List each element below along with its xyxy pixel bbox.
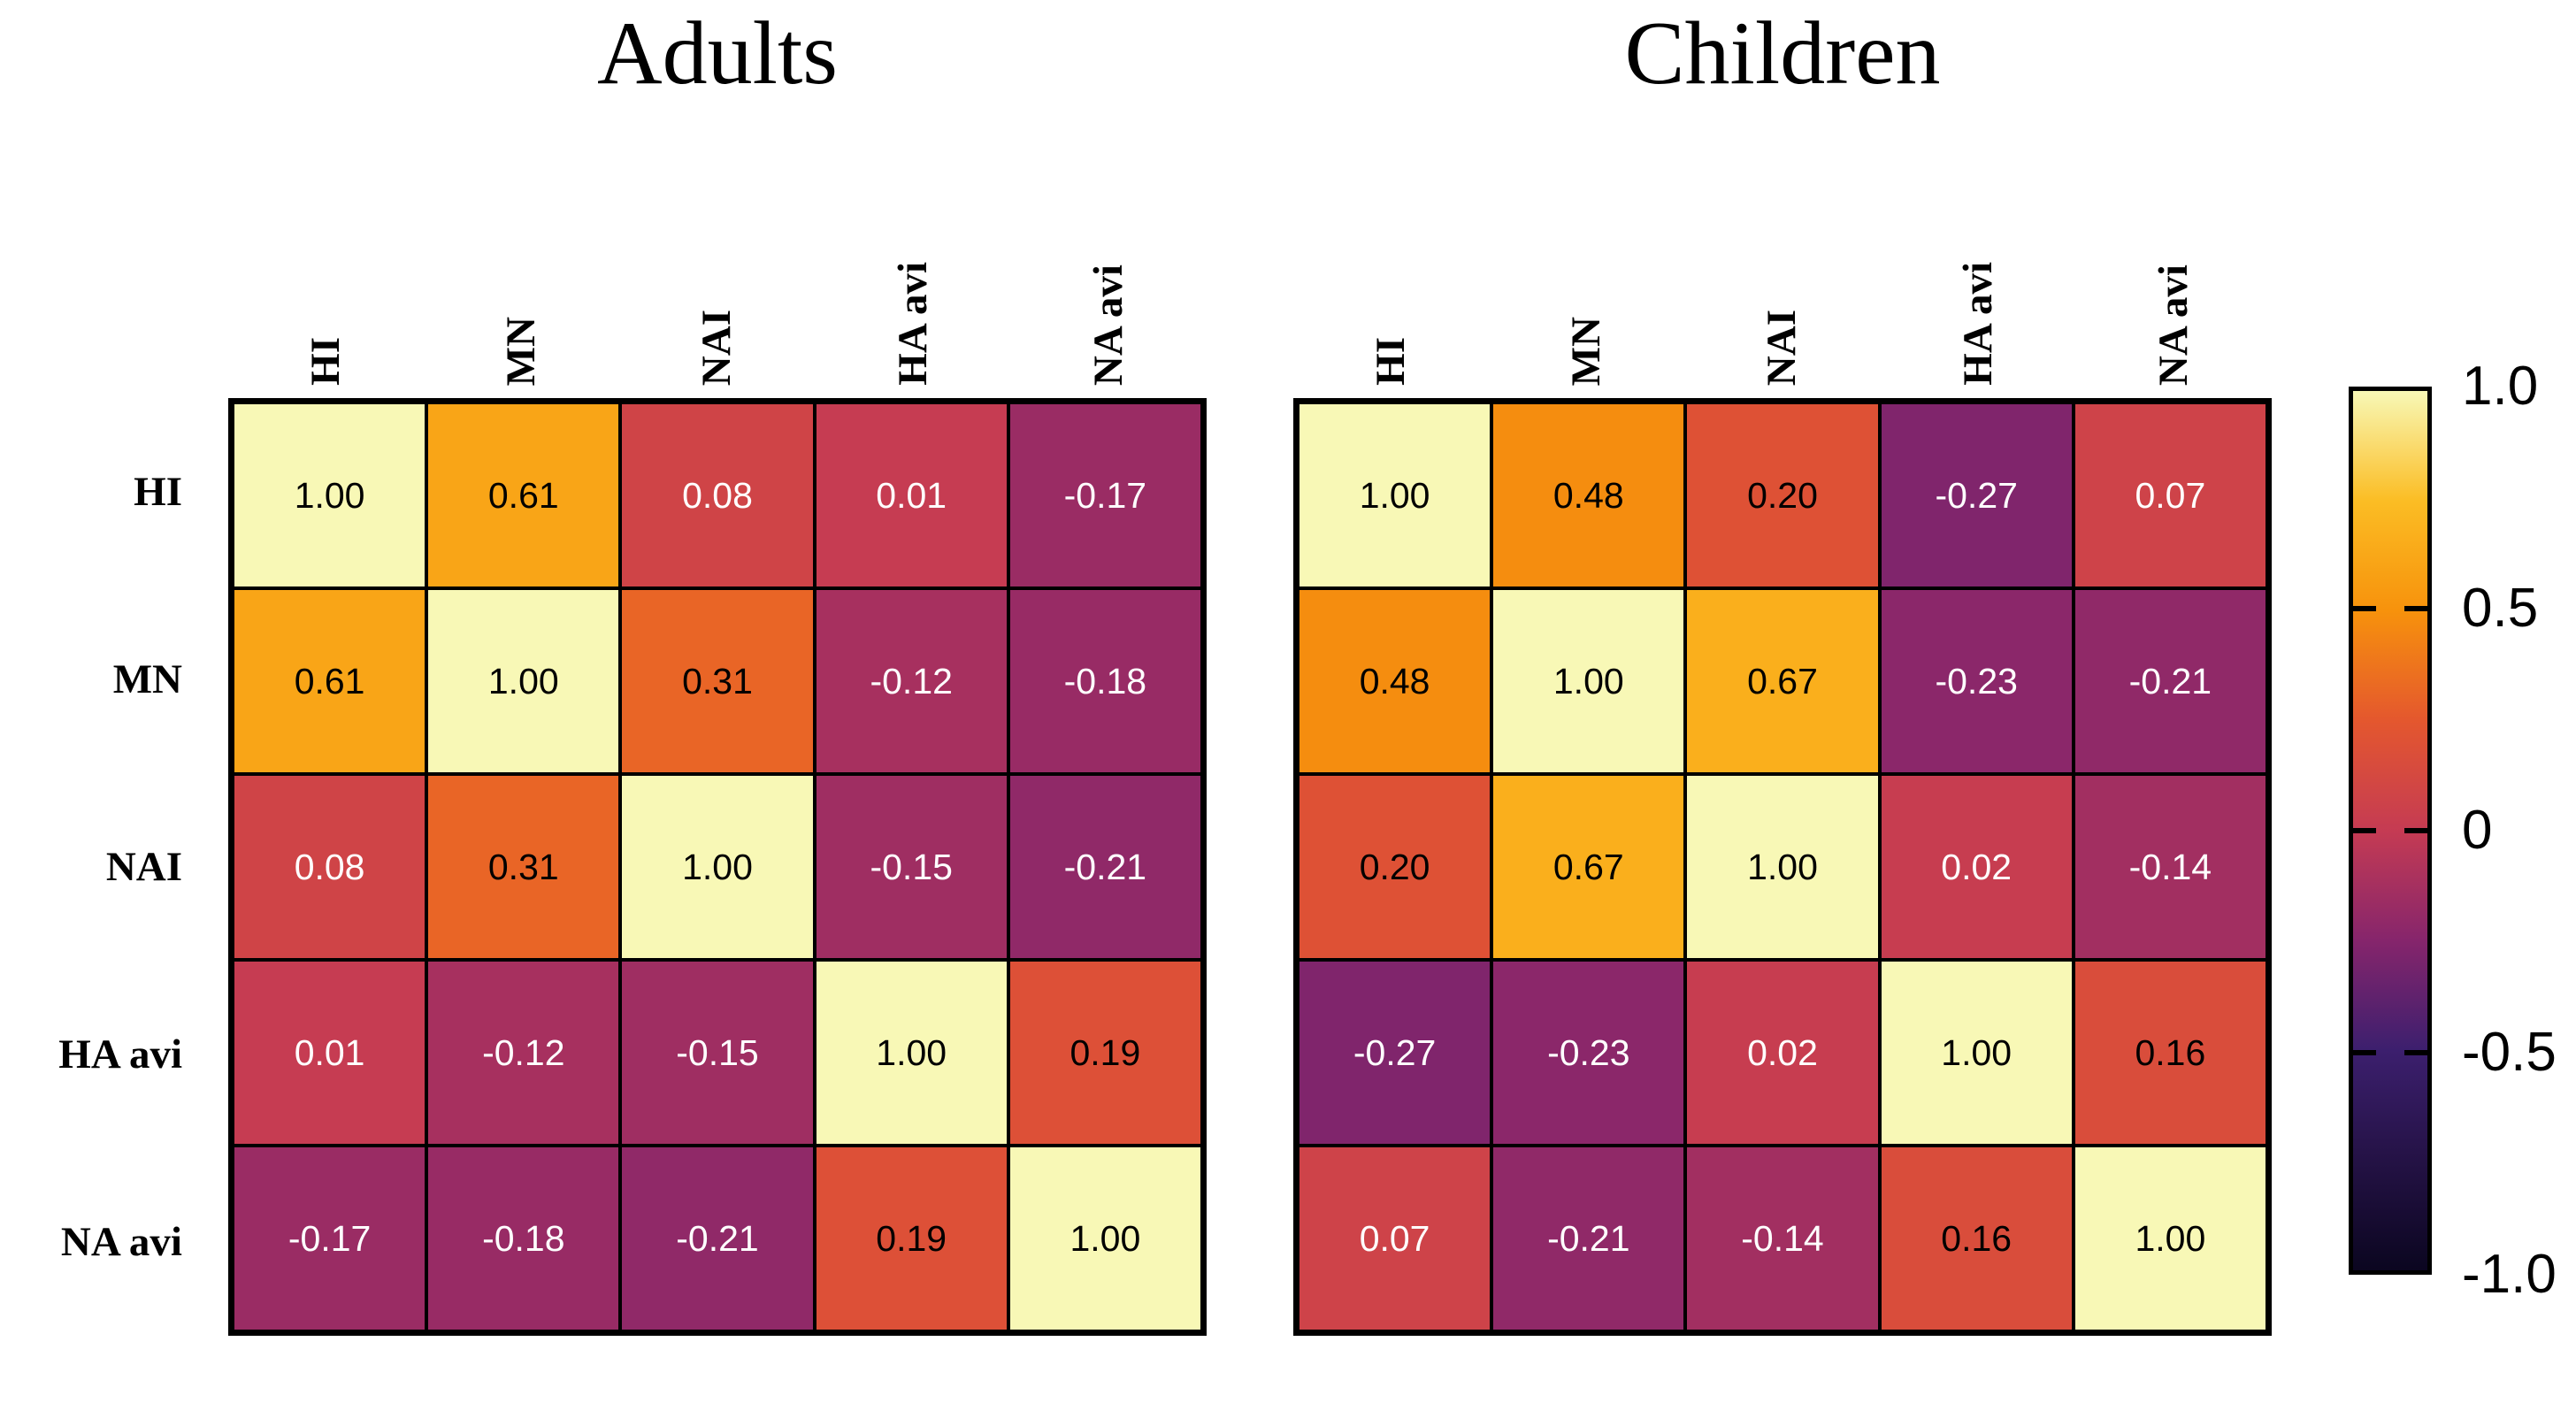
heatmap-cell-children-HI-NAI: 0.20 [1685, 402, 1880, 588]
colorbar-tick-label: 1.0 [2462, 356, 2539, 417]
row-labels: HI MN NAI HA avi NA avi [0, 398, 182, 1336]
heatmap-cell-children-HI-HI: 1.00 [1298, 402, 1492, 588]
colorbar-tick-label: -1.0 [2462, 1244, 2557, 1305]
heatmap-cell-adults-HA avi-HA avi: 1.00 [814, 960, 1008, 1146]
column-label-na-avi: NA avi [1011, 149, 1207, 386]
heatmap-cell-adults-NAI-HI: 0.08 [233, 774, 427, 960]
heatmap-cell-children-HI-MN: 0.48 [1491, 402, 1686, 588]
heatmap-cell-children-NA avi-NA avi: 1.00 [2073, 1146, 2267, 1331]
colorbar-tick-mark [2404, 606, 2427, 611]
heatmap-cell-children-HA avi-NA avi: 0.16 [2073, 960, 2267, 1146]
row-label-mn: MN [112, 656, 182, 702]
column-label-hi: HI [228, 149, 424, 386]
heatmap-cell-adults-HI-NAI: 0.08 [620, 402, 815, 588]
colorbar-tick-label: -0.5 [2462, 1022, 2557, 1083]
adults-heatmap: 1.00 0.61 0.08 0.01 -0.17 0.61 1.00 0.31 -0.12 -0… [228, 398, 1207, 1336]
heatmap-cell-adults-MN-NAI: 0.31 [620, 588, 815, 774]
heatmap-cell-adults-HA avi-NAI: -0.15 [620, 960, 815, 1146]
heatmap-cell-children-MN-HI: 0.48 [1298, 588, 1492, 774]
column-label-ha-avi: HA avi [1881, 149, 2076, 386]
heatmap-cell-adults-NA avi-HA avi: 0.19 [814, 1146, 1008, 1331]
column-label-text: MN [498, 316, 545, 386]
heatmap-cell-adults-HI-NA avi: -0.17 [1008, 402, 1202, 588]
heatmap-cell-adults-HA avi-NA avi: 0.19 [1008, 960, 1202, 1146]
adults-column-labels: HI MN NAI HA avi NA avi [228, 149, 1207, 386]
heatmap-cell-children-HI-NA avi: 0.07 [2073, 402, 2267, 588]
column-label-ha-avi: HA avi [816, 149, 1011, 386]
heatmap-cell-adults-MN-NA avi: -0.18 [1008, 588, 1202, 774]
adults-title: Adults [596, 4, 839, 104]
column-label-text: HI [303, 337, 349, 386]
heatmap-cell-children-NAI-NA avi: -0.14 [2073, 774, 2267, 960]
children-title: Children [1624, 4, 1941, 104]
column-label-text: NAI [1759, 309, 1806, 386]
colorbar-tick-mark [2353, 1050, 2376, 1055]
heatmap-cell-adults-NAI-MN: 0.31 [426, 774, 621, 960]
heatmap-cell-adults-HA avi-HI: 0.01 [233, 960, 427, 1146]
column-label-text: NA avi [2150, 264, 2196, 386]
colorbar-tick-mark [2404, 1050, 2427, 1055]
heatmap-cell-adults-HA avi-MN: -0.12 [426, 960, 621, 1146]
column-label-text: NAI [694, 309, 740, 386]
heatmap-cell-children-HI-HA avi: -0.27 [1879, 402, 2074, 588]
column-label-text: HA avi [889, 262, 936, 386]
heatmap-cell-adults-NAI-NA avi: -0.21 [1008, 774, 1202, 960]
heatmap-cell-children-HA avi-MN: -0.23 [1491, 960, 1686, 1146]
heatmap-cell-adults-HI-MN: 0.61 [426, 402, 621, 588]
row-label-hi: HI [134, 469, 182, 515]
heatmap-cell-adults-HI-HI: 1.00 [233, 402, 427, 588]
column-label-text: MN [1563, 316, 1610, 386]
column-label-na-avi: NA avi [2076, 149, 2272, 386]
heatmap-cell-children-MN-NA avi: -0.21 [2073, 588, 2267, 774]
heatmap-cell-children-NA avi-HI: 0.07 [1298, 1146, 1492, 1331]
column-label-mn: MN [424, 149, 619, 386]
row-label-nai: NAI [105, 844, 182, 890]
heatmap-cell-children-MN-MN: 1.00 [1491, 588, 1686, 774]
heatmap-cell-adults-NAI-NAI: 1.00 [620, 774, 815, 960]
colorbar-tick-label: 0 [2462, 800, 2493, 861]
heatmap-cell-children-NAI-NAI: 1.00 [1685, 774, 1880, 960]
column-label-hi: HI [1293, 149, 1489, 386]
heatmap-cell-children-NAI-HA avi: 0.02 [1879, 774, 2074, 960]
column-label-text: NA avi [1085, 264, 1131, 386]
children-column-labels: HI MN NAI HA avi NA avi [1293, 149, 2272, 386]
heatmap-cell-children-MN-NAI: 0.67 [1685, 588, 1880, 774]
heatmap-cell-adults-NAI-HA avi: -0.15 [814, 774, 1008, 960]
heatmap-cell-adults-NA avi-HI: -0.17 [233, 1146, 427, 1331]
heatmap-cell-children-NA avi-HA avi: 0.16 [1879, 1146, 2074, 1331]
heatmap-cell-children-HA avi-HA avi: 1.00 [1879, 960, 2074, 1146]
heatmap-cell-adults-MN-HA avi: -0.12 [814, 588, 1008, 774]
column-label-nai: NAI [619, 149, 815, 386]
heatmap-cell-adults-NA avi-NA avi: 1.00 [1008, 1146, 1202, 1331]
heatmap-cell-children-NA avi-NAI: -0.14 [1685, 1146, 1880, 1331]
heatmap-cell-children-HA avi-HI: -0.27 [1298, 960, 1492, 1146]
heatmap-cell-children-HA avi-NAI: 0.02 [1685, 960, 1880, 1146]
children-heatmap: 1.00 0.48 0.20 -0.27 0.07 0.48 1.00 0.67 -0.23 -0… [1293, 398, 2272, 1336]
heatmap-cell-children-NAI-MN: 0.67 [1491, 774, 1686, 960]
column-label-mn: MN [1489, 149, 1684, 386]
heatmap-cell-children-NA avi-MN: -0.21 [1491, 1146, 1686, 1331]
heatmap-cell-adults-MN-HI: 0.61 [233, 588, 427, 774]
heatmap-cell-children-NAI-HI: 0.20 [1298, 774, 1492, 960]
row-label-na-avi: NA avi [60, 1219, 182, 1265]
heatmap-cell-children-MN-HA avi: -0.23 [1879, 588, 2074, 774]
column-label-text: HA avi [1954, 262, 2001, 386]
column-label-nai: NAI [1684, 149, 1880, 386]
colorbar-tick-label: 0.5 [2462, 578, 2539, 639]
colorbar-tick-mark [2404, 828, 2427, 833]
heatmap-cell-adults-HI-HA avi: 0.01 [814, 402, 1008, 588]
colorbar-tick-mark [2353, 606, 2376, 611]
colorbar-tick-mark [2353, 828, 2376, 833]
heatmap-cell-adults-NA avi-MN: -0.18 [426, 1146, 621, 1331]
column-label-text: HI [1368, 337, 1414, 386]
row-label-ha-avi: HA avi [58, 1031, 182, 1077]
heatmap-cell-adults-MN-MN: 1.00 [426, 588, 621, 774]
heatmap-cell-adults-NA avi-NAI: -0.21 [620, 1146, 815, 1331]
